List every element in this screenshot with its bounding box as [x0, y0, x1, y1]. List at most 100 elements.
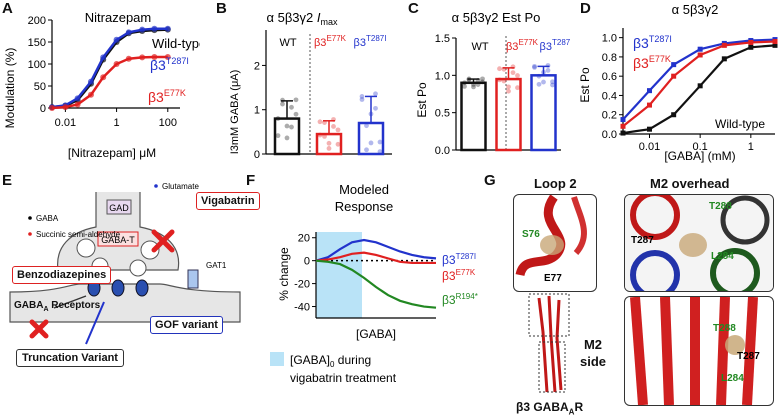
data-point [480, 79, 485, 85]
data-point [322, 133, 327, 139]
panel-f-ytick-label: -20 [294, 279, 310, 291]
panel-d-point [620, 117, 626, 123]
loop2-inset: S76 E77 [513, 194, 597, 292]
panel-a-point [100, 54, 107, 61]
panel-f-label: F [246, 172, 256, 189]
data-point [377, 149, 383, 155]
panel-a-xlabel: [Nitrazepam] μM [68, 146, 156, 160]
panel-d-point [748, 44, 754, 50]
data-point [466, 77, 472, 83]
ytick-label: 0.5 [435, 108, 450, 120]
panel-a-point [49, 105, 55, 111]
data-point [510, 64, 516, 70]
data-point [331, 124, 336, 129]
panel-f-series-line [315, 238, 437, 262]
panel-d-legend-t287i: β3T287I [633, 34, 672, 51]
panel-d-point [721, 42, 727, 48]
panel-b-chart-area: α 5β3γ2 Imax I3mM GABA (μA) 0 1 2 WT β3E77… [229, 10, 392, 161]
bar [460, 81, 487, 152]
panel-d-point [721, 56, 727, 62]
panel-e-diagram: GAD GABA-T GAT1 GABA Succinic semi-aldeh… [9, 182, 241, 345]
data-point [275, 133, 281, 139]
panel-d-point [697, 46, 703, 52]
panel-f-chart: Modeled Response % change 20 0 -20 -40 β3T2… [270, 182, 478, 385]
data-point [326, 140, 332, 146]
data-point [550, 82, 555, 88]
panel-a-series-line [51, 27, 168, 109]
l284-label: L284 [711, 251, 734, 262]
data-point [284, 135, 290, 141]
data-point [373, 91, 378, 97]
gat1-label: GAT1 [206, 261, 227, 270]
data-point [335, 141, 341, 147]
panel-d-chart: α 5β3γ2 Est Po 0.0 0.2 0.4 0.6 0.8 1.0 0.01 0.… [578, 2, 778, 163]
data-point [471, 81, 476, 87]
panel-d-point [671, 73, 677, 79]
panel-d-point [671, 112, 677, 118]
data-point [541, 79, 546, 85]
panel-a-point [113, 61, 120, 67]
data-point [293, 97, 299, 103]
gad-label: GAD [109, 203, 129, 213]
l284b-label: L284 [721, 373, 744, 384]
m2-side-inset: T288 T287 L284 [624, 296, 774, 406]
t287b-label: T287 [737, 351, 760, 362]
panel-b-wt-label: WT [279, 37, 296, 49]
data-point [506, 84, 511, 90]
data-point [510, 70, 516, 76]
data-point [541, 69, 546, 75]
data-point [545, 63, 551, 68]
loop2-title: Loop 2 [534, 176, 577, 191]
data-point [536, 81, 542, 87]
panel-a-point [87, 91, 94, 98]
panel-d-xtick-label: 0.01 [639, 141, 660, 153]
m2-overhead-title: M2 overhead [650, 176, 730, 191]
panel-f-xlabel: [GABA] [356, 327, 396, 341]
vigabatrin-box: Vigabatrin [196, 192, 260, 210]
data-point [317, 119, 323, 125]
panel-d-legend-e77k: β3E77K [633, 54, 671, 71]
data-point [497, 66, 502, 72]
panel-a-point [125, 55, 132, 62]
data-point [501, 66, 507, 72]
ytick-label: 1.0 [435, 70, 450, 82]
data-point [275, 116, 281, 121]
data-point [284, 123, 290, 129]
panel-d-point [620, 123, 626, 129]
data-point [322, 120, 327, 125]
panel-c-wt-label: WT [471, 41, 488, 53]
panel-a-point [74, 101, 81, 108]
panel-d-point [697, 83, 703, 89]
panel-c-title: α 5β3γ2 Est Po [452, 10, 541, 25]
panel-a-ytick-label: 150 [28, 37, 46, 49]
panel-d-ytick-label: 0.4 [602, 90, 617, 102]
panel-f-title2: Response [335, 199, 394, 214]
panel-f-legend-r194: β3R194* [442, 292, 478, 307]
data-point [293, 111, 299, 117]
data-point [515, 85, 520, 91]
data-point [501, 78, 507, 84]
panel-a-point [139, 54, 146, 61]
panel-d-point [772, 38, 778, 44]
panel-d-ylabel: Est Po [578, 67, 592, 103]
data-point [471, 84, 476, 90]
panel-a-point [164, 25, 171, 32]
panel-a-legend-e77k: β3E77K [148, 88, 186, 105]
panel-d-ytick-label: 0.8 [602, 52, 617, 64]
data-point [506, 88, 511, 94]
panel-a-point [139, 26, 146, 33]
data-point [550, 79, 555, 85]
panel-g-label: G [484, 172, 496, 189]
data-point [364, 123, 369, 129]
panel-d-legend-wt: Wild-type [715, 117, 765, 131]
data-point [289, 104, 294, 110]
panel-a-point [74, 95, 81, 102]
panel-f-legend-swatch [270, 352, 284, 366]
data-point [359, 97, 365, 102]
panel-d-point [748, 39, 754, 45]
panel-d-xlabel: [GABA] (mM) [664, 149, 735, 163]
t288b-label: T288 [713, 323, 736, 334]
legend-gaba: GABA [36, 214, 59, 223]
panel-d-ytick-label: 1.0 [602, 33, 617, 45]
panel-a-point [100, 74, 107, 81]
